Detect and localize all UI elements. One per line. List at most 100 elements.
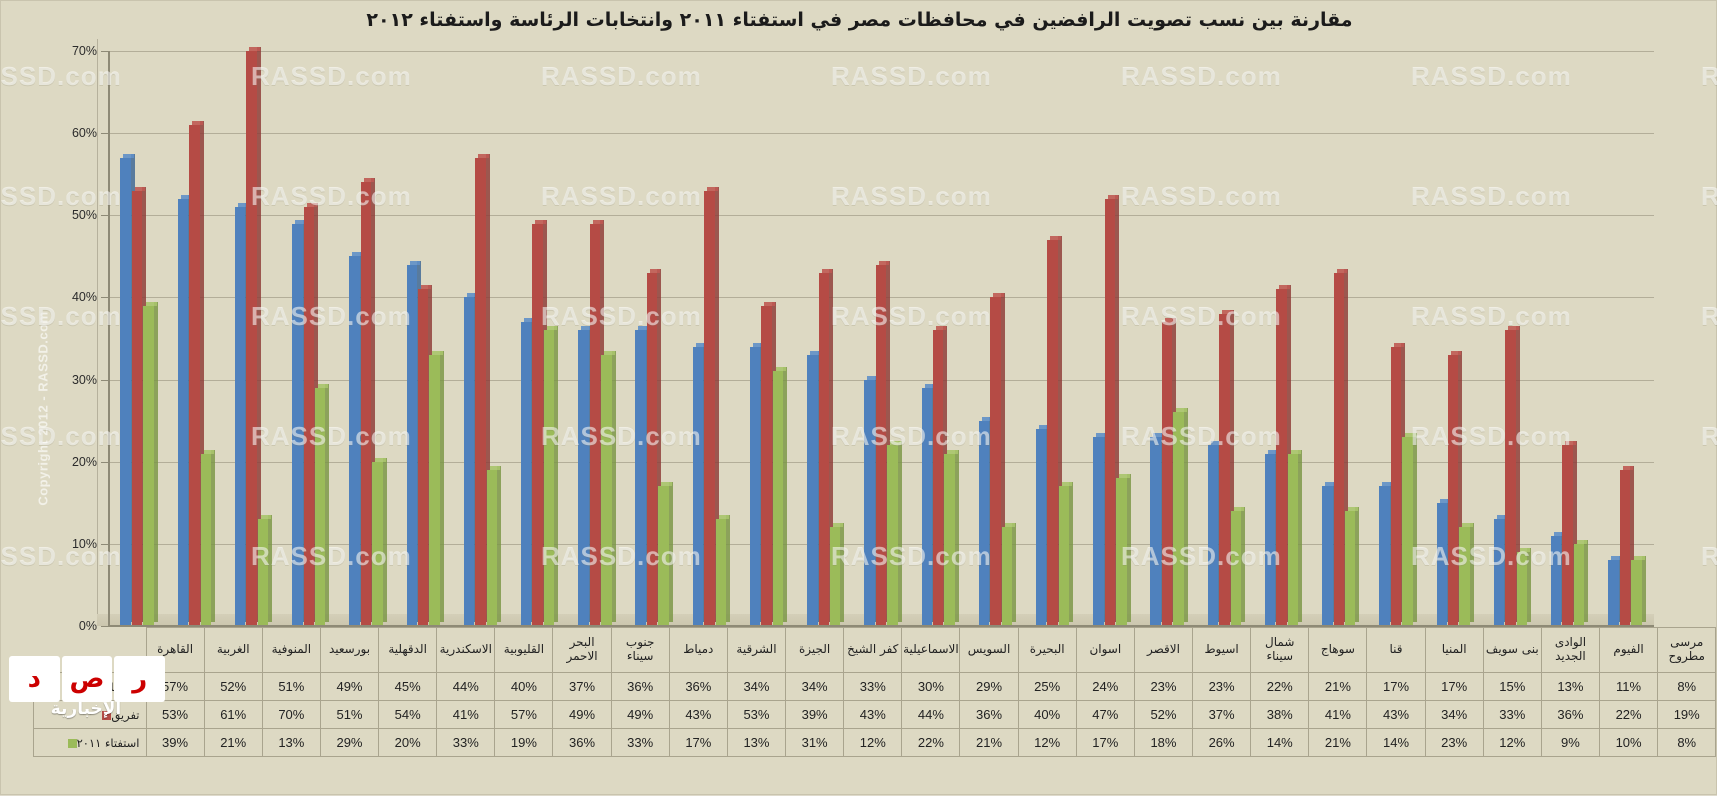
bar-تفريق [360,178,376,626]
bar-استفتاء-٢٠١٢ [463,293,479,626]
bar-front-face [1173,412,1184,626]
bar-group [349,51,387,626]
table-cell-value: 9% [1540,728,1601,757]
table-cell-value: 25% [1017,672,1077,701]
table-cell-value: 11% [1599,672,1659,701]
bar-front-face [200,453,211,626]
bar-استفتاء-٢٠١٢ [749,342,765,626]
bar-side-face [783,367,788,622]
bar-front-face [189,124,200,626]
bar-تفريق [1276,285,1291,626]
bar-استفتاء-٢٠١٢ [406,260,421,626]
bar-top-face [878,260,890,265]
bars-layer [109,47,1654,627]
y-tick-label-60: 60% [71,126,97,141]
table-column-header: بورسعيد [319,627,380,673]
bar-front-face [1447,354,1459,626]
rassd-watermark: RASSD.com [1701,61,1717,91]
table-cell-value: 37% [1192,700,1252,729]
bar-front-face [635,330,646,626]
table-cell-value: 29% [319,728,380,757]
bar-front-face [246,51,257,626]
table-cell-value: 24% [1075,672,1135,701]
bar-group [1436,51,1474,626]
bar-استفتاء-٢٠١١ [1573,539,1589,626]
y-tick-label-50: 50% [71,208,97,223]
bar-استفتاء-٢٠١١ [257,515,273,626]
bar-front-face [532,223,543,626]
table-column-header: شمال سيناء [1250,627,1310,673]
bar-top-face [581,326,592,331]
bar-front-face [1493,519,1505,626]
table-cell-value: 43% [668,700,728,729]
table-cell-value: 49% [319,672,380,701]
bar-تفريق [875,260,891,626]
table-column-header: اسيوط [1192,627,1252,673]
table-header-row: القاهرة الغربية المنوفية بورسعيد الدقهلية الا… [34,627,1717,673]
table-cell-value: 36% [610,672,670,701]
bar-front-face [1551,535,1562,626]
bar-تفريق [1562,441,1577,626]
bar-side-face [1572,441,1577,622]
table-cell-value: 40% [494,672,554,701]
bar-front-face [1058,486,1070,626]
bar-front-face [360,182,372,626]
bar-side-face [256,47,261,622]
bar-side-face [1069,482,1074,622]
bar-group [1551,51,1589,626]
bar-group [1379,51,1417,626]
bar-top-face [352,252,363,257]
bar-تفريق [704,186,719,626]
bar-top-face [432,350,443,355]
table-column-header: البحيرة [1017,627,1077,673]
y-tick-label-10: 10% [71,536,97,551]
bar-top-face [1176,408,1187,413]
bar-top-face [1382,482,1393,487]
table-cell-value: 47% [1075,700,1135,729]
bar-top-face [1233,507,1244,511]
table-cell-value: 45% [378,672,438,701]
bar-استفتاء-٢٠١١ [772,367,788,626]
bar-side-face [886,260,891,622]
bar-top-face [306,203,317,208]
bar-تفريق [417,285,433,626]
bar-top-face [237,203,249,208]
legend-entry[interactable]: استفتاء ٢٠١١ [33,728,147,757]
bar-top-face [1439,498,1450,503]
bar-side-face [1126,474,1131,622]
bar-top-face [1519,548,1531,553]
bar-front-face [1219,313,1230,626]
table-column-header: اسوان [1075,627,1135,673]
table-cell-value: 18% [1133,728,1194,757]
bar-استفتاء-٢٠١٢ [1493,515,1509,626]
bar-side-face [1527,548,1532,622]
bar-top-face [1576,539,1588,544]
bar-side-face [840,523,845,622]
bar-front-face [314,387,326,626]
y-tick-label-0: 0% [78,619,97,633]
bar-تفريق [475,153,490,626]
bar-تفريق [1619,465,1635,626]
bar-top-face [1210,441,1222,446]
table-cell-value: 22% [1599,700,1659,729]
bar-top-face [1290,449,1302,454]
bar-front-face [406,264,417,626]
bar-side-face [668,482,673,622]
bar-استفتاء-٢٠١١ [1344,507,1360,626]
bar-تفريق [303,203,318,626]
bar-front-face [131,190,143,626]
table-cell-value: 34% [1424,700,1484,729]
bar-front-face [1276,289,1287,626]
bar-top-face [180,194,192,199]
y-tick-mark-10 [101,543,109,545]
bar-front-face [1287,453,1299,626]
bar-side-face [554,326,559,622]
bar-front-face [807,354,818,626]
table-column-header: الجيزة [785,627,845,673]
bar-تفريق [761,301,776,626]
bar-top-face [260,515,272,520]
data-table-panel: القاهرة الغربية المنوفية بورسعيد الدقهلية الا… [1,627,1717,796]
y-tick-mark-50 [101,215,109,217]
bar-front-face [486,469,498,626]
bar-group [1322,51,1360,626]
